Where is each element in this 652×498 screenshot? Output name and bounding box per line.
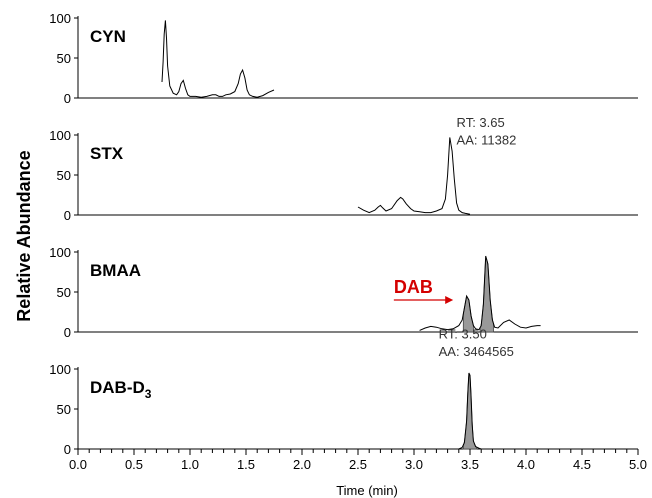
dab-arrow-head	[445, 296, 454, 304]
peak-annotation: AA: 11382	[457, 133, 517, 148]
y-tick-label: 100	[49, 11, 71, 26]
panel-label: DAB-D3	[90, 378, 152, 401]
series-line-dab-d3	[458, 372, 482, 450]
y-tick-label: 50	[57, 285, 71, 300]
panel-dab-d3: 0 50 100 DAB-D3	[49, 362, 638, 457]
y-tick-label: 0	[64, 208, 71, 223]
peak-annotation: RT: 3.50	[439, 326, 487, 341]
panel-label-text: STX	[90, 144, 124, 163]
panel-stx: 0 50 100 STX RT: 3.65 AA: 11382	[49, 115, 638, 223]
series-line-cyn	[161, 20, 275, 98]
panel-cyn: 0 50 100 CYN	[49, 11, 638, 106]
y-tick-label: 0	[64, 442, 71, 457]
series-line-stx	[357, 137, 471, 215]
y-tick-label: 50	[57, 51, 71, 66]
x-axis: 0.0 0.5 1.0 1.5 2.0 2.5 3.0 3.5 4.0 4.5 5.0	[69, 449, 647, 472]
panel-label-text: BMAA	[90, 261, 141, 280]
y-tick-label: 0	[64, 91, 71, 106]
panel-label-text: CYN	[90, 27, 126, 46]
x-tick-label: 1.0	[181, 457, 199, 472]
panel-label-text: DAB-D	[90, 378, 145, 397]
y-axis-title: Relative Abundance	[14, 150, 34, 321]
y-tick-label: 100	[49, 362, 71, 377]
x-tick-label: 0.5	[125, 457, 143, 472]
peak-annotation: RT: 3.65	[457, 115, 505, 130]
x-tick-label: 2.0	[293, 457, 311, 472]
x-tick-label: 3.0	[405, 457, 423, 472]
dab-callout-label: DAB	[394, 277, 433, 297]
x-tick-label: 1.5	[237, 457, 255, 472]
panel-label: CYN	[90, 27, 126, 46]
x-axis-title: Time (min)	[336, 483, 398, 498]
y-tick-label: 100	[49, 128, 71, 143]
panel-label-subscript: 3	[145, 387, 152, 401]
peak-annotation: AA: 3464565	[439, 344, 514, 359]
x-tick-label: 2.5	[349, 457, 367, 472]
panel-label: BMAA	[90, 261, 141, 280]
y-tick-label: 50	[57, 402, 71, 417]
panel-bmaa: 0 50 100 BMAA RT: 3.50 AA: 3464565 DAB	[49, 245, 638, 359]
y-tick-label: 50	[57, 168, 71, 183]
y-tick-label: 100	[49, 245, 71, 260]
x-tick-label: 5.0	[629, 457, 647, 472]
panel-label: STX	[90, 144, 124, 163]
x-tick-label: 4.0	[517, 457, 535, 472]
series-line-bmaa	[419, 255, 541, 331]
x-tick-label: 4.5	[573, 457, 591, 472]
y-tick-label: 0	[64, 325, 71, 340]
chromatogram-panels: 0 50 100 CYN 0 50 100 STX RT: 3.65 AA: 11382 0 50 10…	[49, 11, 638, 457]
x-tick-label: 0.0	[69, 457, 87, 472]
x-tick-label: 3.5	[461, 457, 479, 472]
